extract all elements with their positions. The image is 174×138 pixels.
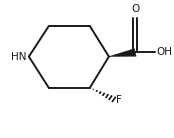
Text: HN: HN <box>11 52 26 62</box>
Text: F: F <box>116 95 122 105</box>
Text: OH: OH <box>156 47 172 57</box>
Text: O: O <box>131 5 139 14</box>
Polygon shape <box>109 49 136 57</box>
